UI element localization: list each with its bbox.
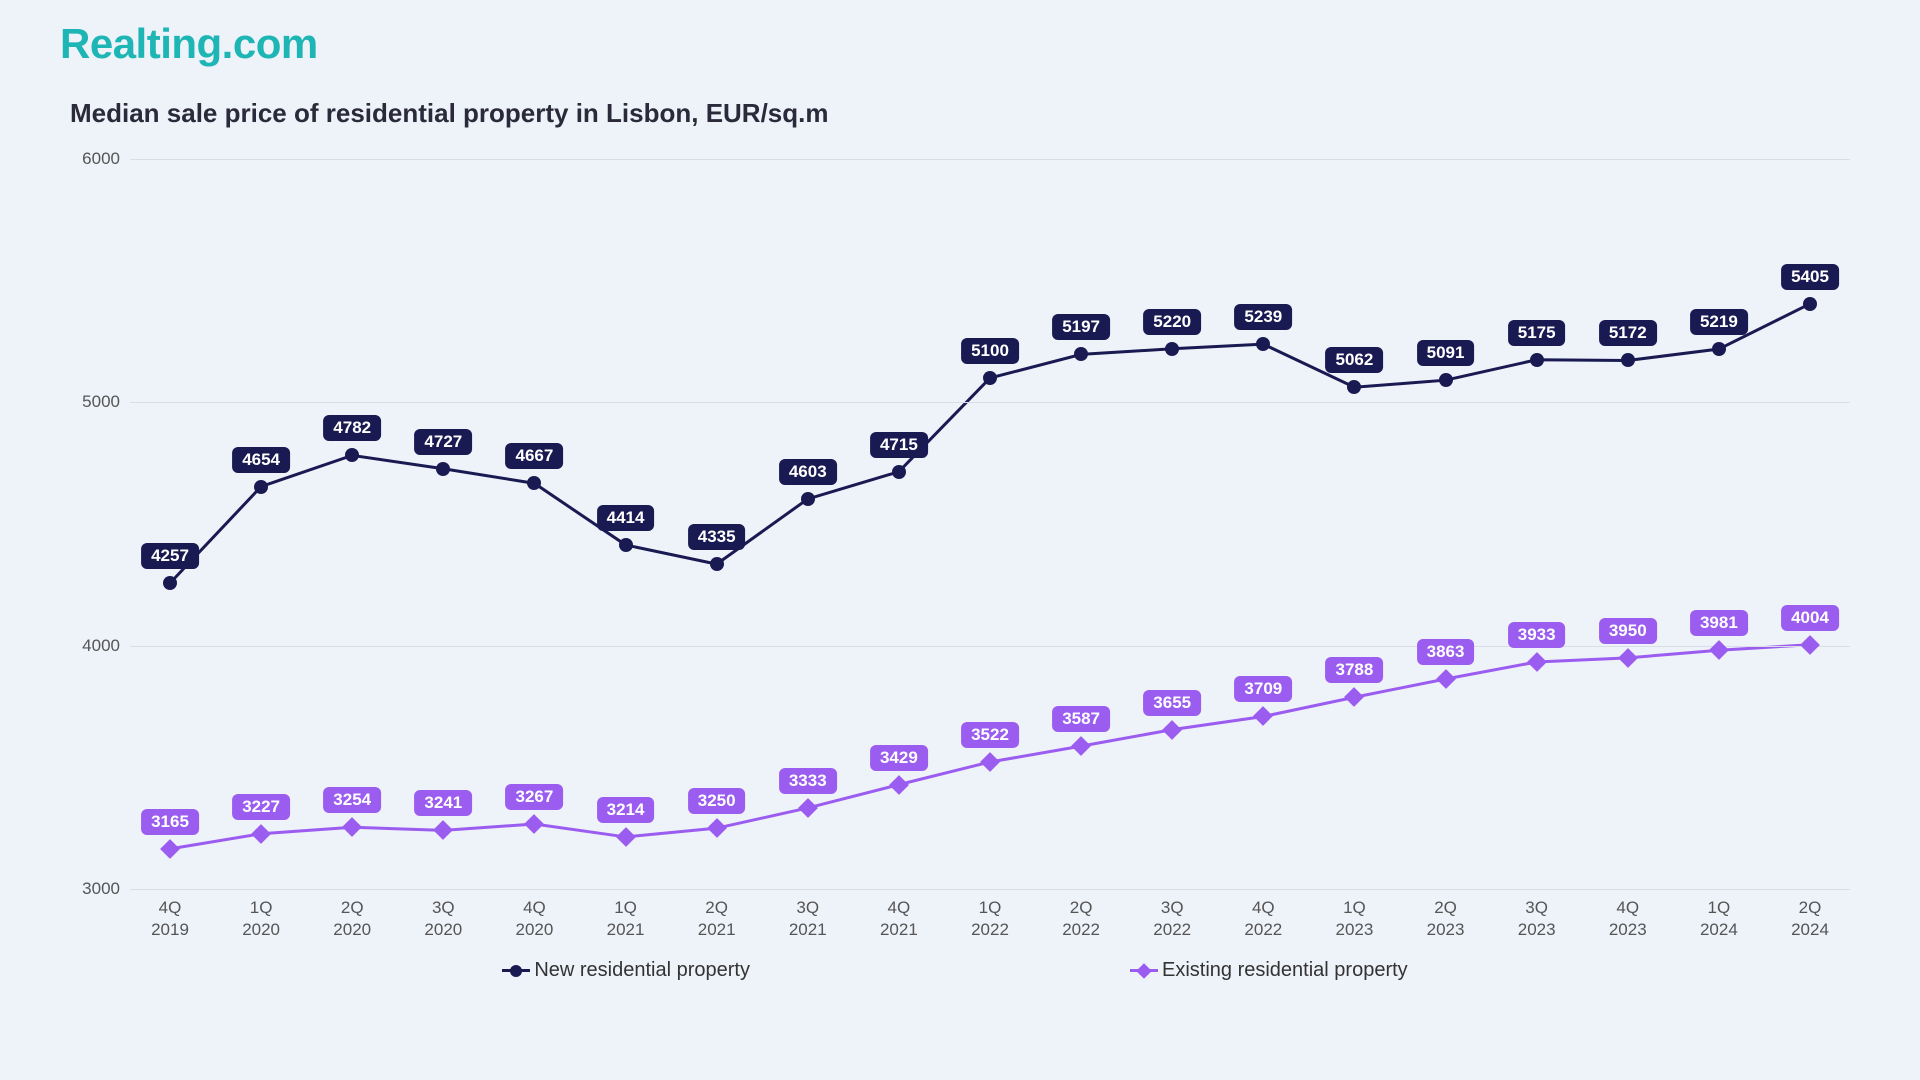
marker-circle xyxy=(436,462,450,476)
data-label: 3522 xyxy=(961,722,1019,748)
data-label: 5239 xyxy=(1234,304,1292,330)
gridline xyxy=(130,159,1850,160)
marker-circle xyxy=(1803,297,1817,311)
gridline xyxy=(130,402,1850,403)
data-label: 3863 xyxy=(1417,639,1475,665)
data-label: 3214 xyxy=(597,797,655,823)
x-axis-label: 1Q 2021 xyxy=(607,897,645,941)
y-axis-label: 5000 xyxy=(60,392,120,412)
marker-circle xyxy=(527,476,541,490)
data-label: 3981 xyxy=(1690,610,1748,636)
x-axis-label: 3Q 2021 xyxy=(789,897,827,941)
data-label: 5220 xyxy=(1143,309,1201,335)
y-axis-label: 6000 xyxy=(60,149,120,169)
data-label: 5197 xyxy=(1052,314,1110,340)
x-axis-label: 1Q 2020 xyxy=(242,897,280,941)
chart-lines xyxy=(130,159,1850,889)
data-label: 3429 xyxy=(870,745,928,771)
y-axis-label: 4000 xyxy=(60,636,120,656)
marker-circle xyxy=(254,480,268,494)
x-axis-label: 4Q 2021 xyxy=(880,897,918,941)
gridline xyxy=(130,889,1850,890)
x-axis-label: 4Q 2023 xyxy=(1609,897,1647,941)
data-label: 3254 xyxy=(323,787,381,813)
data-label: 3241 xyxy=(414,790,472,816)
legend-item: New residential property xyxy=(502,959,750,982)
x-axis-label: 1Q 2023 xyxy=(1336,897,1374,941)
data-label: 5062 xyxy=(1326,347,1384,373)
data-label: 4667 xyxy=(506,443,564,469)
x-axis-label: 3Q 2022 xyxy=(1153,897,1191,941)
legend-item: Existing residential property xyxy=(1130,959,1408,982)
data-label: 4257 xyxy=(141,543,199,569)
chart-title: Median sale price of residential propert… xyxy=(70,98,1860,129)
data-label: 5219 xyxy=(1690,309,1748,335)
marker-circle xyxy=(1256,337,1270,351)
legend-marker xyxy=(1130,969,1158,972)
x-axis-label: 3Q 2023 xyxy=(1518,897,1556,941)
y-axis-label: 3000 xyxy=(60,879,120,899)
marker-circle xyxy=(163,576,177,590)
legend: New residential property Existing residen… xyxy=(60,959,1850,982)
data-label: 3788 xyxy=(1326,657,1384,683)
x-axis-label: 2Q 2022 xyxy=(1062,897,1100,941)
data-label: 4782 xyxy=(323,415,381,441)
data-label: 4414 xyxy=(597,505,655,531)
data-label: 3165 xyxy=(141,809,199,835)
data-label: 4715 xyxy=(870,432,928,458)
gridline xyxy=(130,646,1850,647)
marker-circle xyxy=(1439,373,1453,387)
plot-area: 4257 4654 4782 4727 4667 4414 4335 4603 4715 5100… xyxy=(130,159,1850,889)
data-label: 3709 xyxy=(1234,676,1292,702)
marker-circle xyxy=(710,557,724,571)
x-axis-label: 1Q 2024 xyxy=(1700,897,1738,941)
data-label: 5175 xyxy=(1508,320,1566,346)
data-label: 4603 xyxy=(779,459,837,485)
x-axis-label: 4Q 2019 xyxy=(151,897,189,941)
data-label: 3933 xyxy=(1508,622,1566,648)
marker-circle xyxy=(801,492,815,506)
data-label: 3655 xyxy=(1143,690,1201,716)
data-label: 4727 xyxy=(414,429,472,455)
data-label: 3267 xyxy=(506,784,564,810)
x-axis-label: 2Q 2023 xyxy=(1427,897,1465,941)
marker-circle xyxy=(1530,353,1544,367)
legend-label: Existing residential property xyxy=(1162,959,1408,982)
legend-marker xyxy=(502,969,530,972)
data-label: 5172 xyxy=(1599,320,1657,346)
x-axis-label: 2Q 2024 xyxy=(1791,897,1829,941)
marker-circle xyxy=(1621,353,1635,367)
x-axis-label: 3Q 2020 xyxy=(424,897,462,941)
data-label: 3950 xyxy=(1599,618,1657,644)
logo: Realting.com xyxy=(60,20,1860,68)
marker-circle xyxy=(619,538,633,552)
x-axis-label: 2Q 2020 xyxy=(333,897,371,941)
data-label: 4335 xyxy=(688,524,746,550)
data-label: 4654 xyxy=(232,447,290,473)
data-label: 5091 xyxy=(1417,340,1475,366)
x-axis-label: 2Q 2021 xyxy=(698,897,736,941)
chart-container: 4257 4654 4782 4727 4667 4414 4335 4603 4715 5100… xyxy=(60,149,1850,949)
x-axis-label: 1Q 2022 xyxy=(971,897,1009,941)
legend-label: New residential property xyxy=(534,959,750,982)
data-label: 3250 xyxy=(688,788,746,814)
marker-circle xyxy=(1074,347,1088,361)
marker-circle xyxy=(892,465,906,479)
marker-circle xyxy=(1712,342,1726,356)
marker-circle xyxy=(1165,342,1179,356)
marker-circle xyxy=(983,371,997,385)
x-axis-label: 4Q 2020 xyxy=(516,897,554,941)
marker-circle xyxy=(345,448,359,462)
data-label: 4004 xyxy=(1781,605,1839,631)
data-label: 5100 xyxy=(961,338,1019,364)
marker-circle xyxy=(1347,380,1361,394)
data-label: 3227 xyxy=(232,794,290,820)
data-label: 5405 xyxy=(1781,264,1839,290)
data-label: 3333 xyxy=(779,768,837,794)
data-label: 3587 xyxy=(1052,706,1110,732)
x-axis-label: 4Q 2022 xyxy=(1244,897,1282,941)
